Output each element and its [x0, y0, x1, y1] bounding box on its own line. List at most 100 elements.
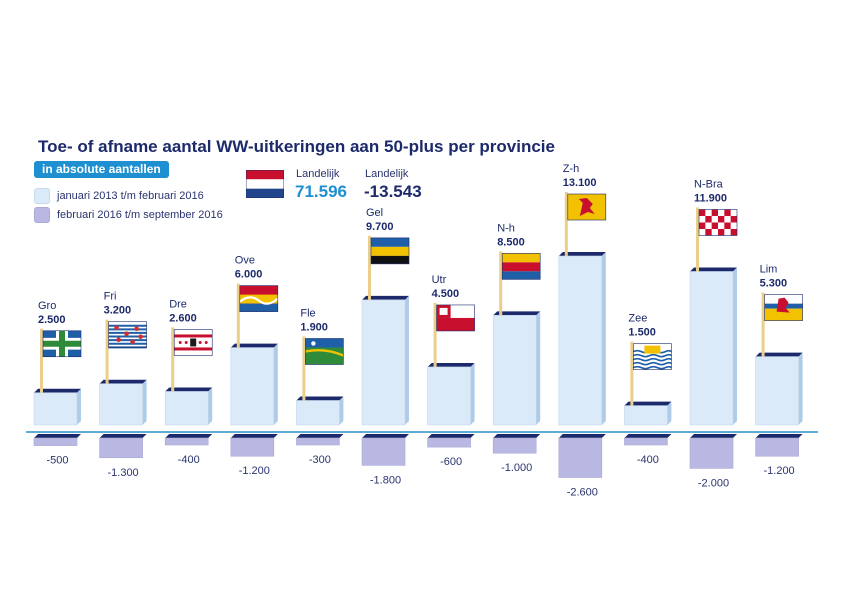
bar-side-fle — [339, 396, 344, 425]
value-label-negative-gro: -500 — [46, 455, 68, 467]
bar-top-utr — [427, 362, 475, 367]
value-label-negative-n-h: -1.000 — [501, 462, 532, 474]
national-increase-label: Landelijk — [296, 168, 340, 180]
value-label-negative-lim: -1.200 — [763, 465, 794, 477]
bar-top-n-bra — [690, 267, 737, 272]
category-label-fri: Fri — [104, 291, 117, 303]
chart-subtitle: in absolute aantallen — [34, 161, 169, 178]
category-label-gel: Gel — [366, 207, 383, 219]
value-label-positive-dre: 2.600 — [169, 312, 197, 324]
value-label-positive-fri: 3.200 — [104, 305, 132, 317]
bar-positive-gel — [361, 299, 406, 426]
bar-negative-zee — [624, 437, 668, 446]
province-ove: Ove 6.000 -1.200 — [230, 255, 279, 477]
province-dre: Dre 2.600 -400 — [164, 298, 213, 466]
bar-neg-top-zee — [624, 434, 672, 438]
value-label-positive-utr: 4.500 — [432, 288, 460, 300]
flag-pole-fle — [302, 336, 306, 401]
value-label-negative-ove: -1.200 — [239, 465, 270, 477]
bar-negative-gro — [33, 437, 78, 446]
bar-positive-n-bra — [689, 271, 734, 426]
national-change-label: Landelijk — [365, 168, 409, 180]
legend-swatch-period-2 — [34, 207, 50, 223]
value-label-positive-gro: 2.500 — [38, 314, 66, 326]
bar-positive-lim — [755, 356, 799, 426]
bar-side-fri — [142, 379, 147, 425]
bar-negative-fle — [296, 437, 340, 446]
bar-positive-fle — [296, 400, 340, 426]
value-label-negative-gel: -1.800 — [370, 474, 401, 486]
national-change-value: -13.543 — [364, 182, 422, 201]
noord-brabant-flag-icon — [698, 209, 738, 236]
province-fle: Fle 1.900 -300 — [296, 307, 344, 466]
category-label-lim: Lim — [760, 264, 778, 276]
value-label-negative-utr: -600 — [440, 456, 462, 468]
value-label-negative-n-bra: -2.000 — [698, 477, 729, 489]
bar-positive-zee — [624, 405, 668, 426]
gelderland-flag-icon — [370, 237, 410, 265]
bar-negative-gel — [361, 437, 406, 466]
bar-top-lim — [755, 352, 803, 357]
bar-side-gro — [77, 388, 81, 425]
flag-pole-n-bra — [696, 207, 699, 272]
bar-side-utr — [470, 362, 475, 425]
bar-side-gel — [405, 295, 409, 425]
value-label-positive-n-h: 8.500 — [497, 236, 525, 248]
noord-holland-flag-icon — [501, 253, 541, 280]
netherlands-flag-icon — [246, 170, 284, 198]
legend-item-period-2: februari 2016 t/m september 2016 — [34, 207, 223, 225]
bar-neg-top-gel — [362, 434, 409, 438]
province-n-bra: N-Bra 11.900 -2.000 — [689, 178, 738, 489]
bar-negative-utr — [427, 437, 471, 448]
value-label-negative-dre: -400 — [178, 454, 200, 466]
bar-top-dre — [165, 387, 213, 392]
flag-pole-n-h — [499, 251, 503, 316]
bar-negative-ove — [230, 437, 275, 457]
bar-negative-z-h — [558, 437, 603, 478]
legend-swatch-period-1 — [34, 188, 50, 204]
limburg-flag-icon — [764, 294, 803, 321]
legend-item-period-1: januari 2013 t/m februari 2016 — [34, 188, 204, 206]
value-label-positive-gel: 9.700 — [366, 221, 394, 233]
value-label-positive-lim: 5.300 — [760, 278, 788, 290]
overijssel-flag-icon — [239, 285, 279, 312]
bar-negative-n-h — [492, 437, 537, 454]
bar-neg-top-gro — [34, 434, 81, 438]
flag-pole-zee — [630, 341, 634, 406]
bar-negative-n-bra — [689, 437, 734, 469]
category-label-dre: Dre — [169, 298, 187, 310]
province-lim: Lim 5.300 -1.200 — [755, 264, 803, 477]
bar-neg-top-n-bra — [690, 434, 737, 438]
bar-neg-top-ove — [230, 434, 278, 438]
bar-side-n-bra — [733, 267, 737, 425]
flag-pole-dre — [171, 327, 175, 392]
category-label-z-h: Z-h — [563, 163, 580, 175]
value-label-positive-zee: 1.500 — [628, 327, 656, 339]
value-label-positive-ove: 6.000 — [235, 269, 263, 281]
bar-neg-top-z-h — [558, 434, 606, 438]
province-z-h: Z-h 13.100 -2.600 — [558, 163, 607, 499]
bar-side-n-h — [536, 311, 541, 425]
flevoland-flag-icon — [305, 338, 344, 365]
bar-side-lim — [798, 352, 803, 425]
bar-positive-gro — [33, 392, 78, 426]
bar-neg-top-utr — [427, 434, 475, 438]
flag-pole-gro — [40, 328, 43, 393]
category-label-n-bra: N-Bra — [694, 178, 724, 190]
legend-label-period-2: februari 2016 t/m september 2016 — [57, 209, 223, 221]
friesland-flag-icon — [108, 321, 147, 349]
drenthe-flag-icon — [173, 329, 213, 356]
bar-side-zee — [667, 401, 672, 425]
groningen-flag-icon — [42, 330, 82, 358]
flag-pole-fri — [105, 319, 109, 384]
bar-top-fri — [99, 379, 147, 384]
province-fri: Fri 3.200 -1.300 — [99, 291, 147, 479]
category-label-zee: Zee — [628, 313, 647, 325]
value-label-negative-fle: -300 — [309, 454, 331, 466]
bar-top-zee — [624, 401, 672, 406]
national-increase-value: 71.596 — [295, 182, 347, 201]
category-label-ove: Ove — [235, 255, 255, 267]
bar-side-z-h — [601, 252, 606, 425]
legend-label-period-1: januari 2013 t/m februari 2016 — [57, 190, 204, 202]
